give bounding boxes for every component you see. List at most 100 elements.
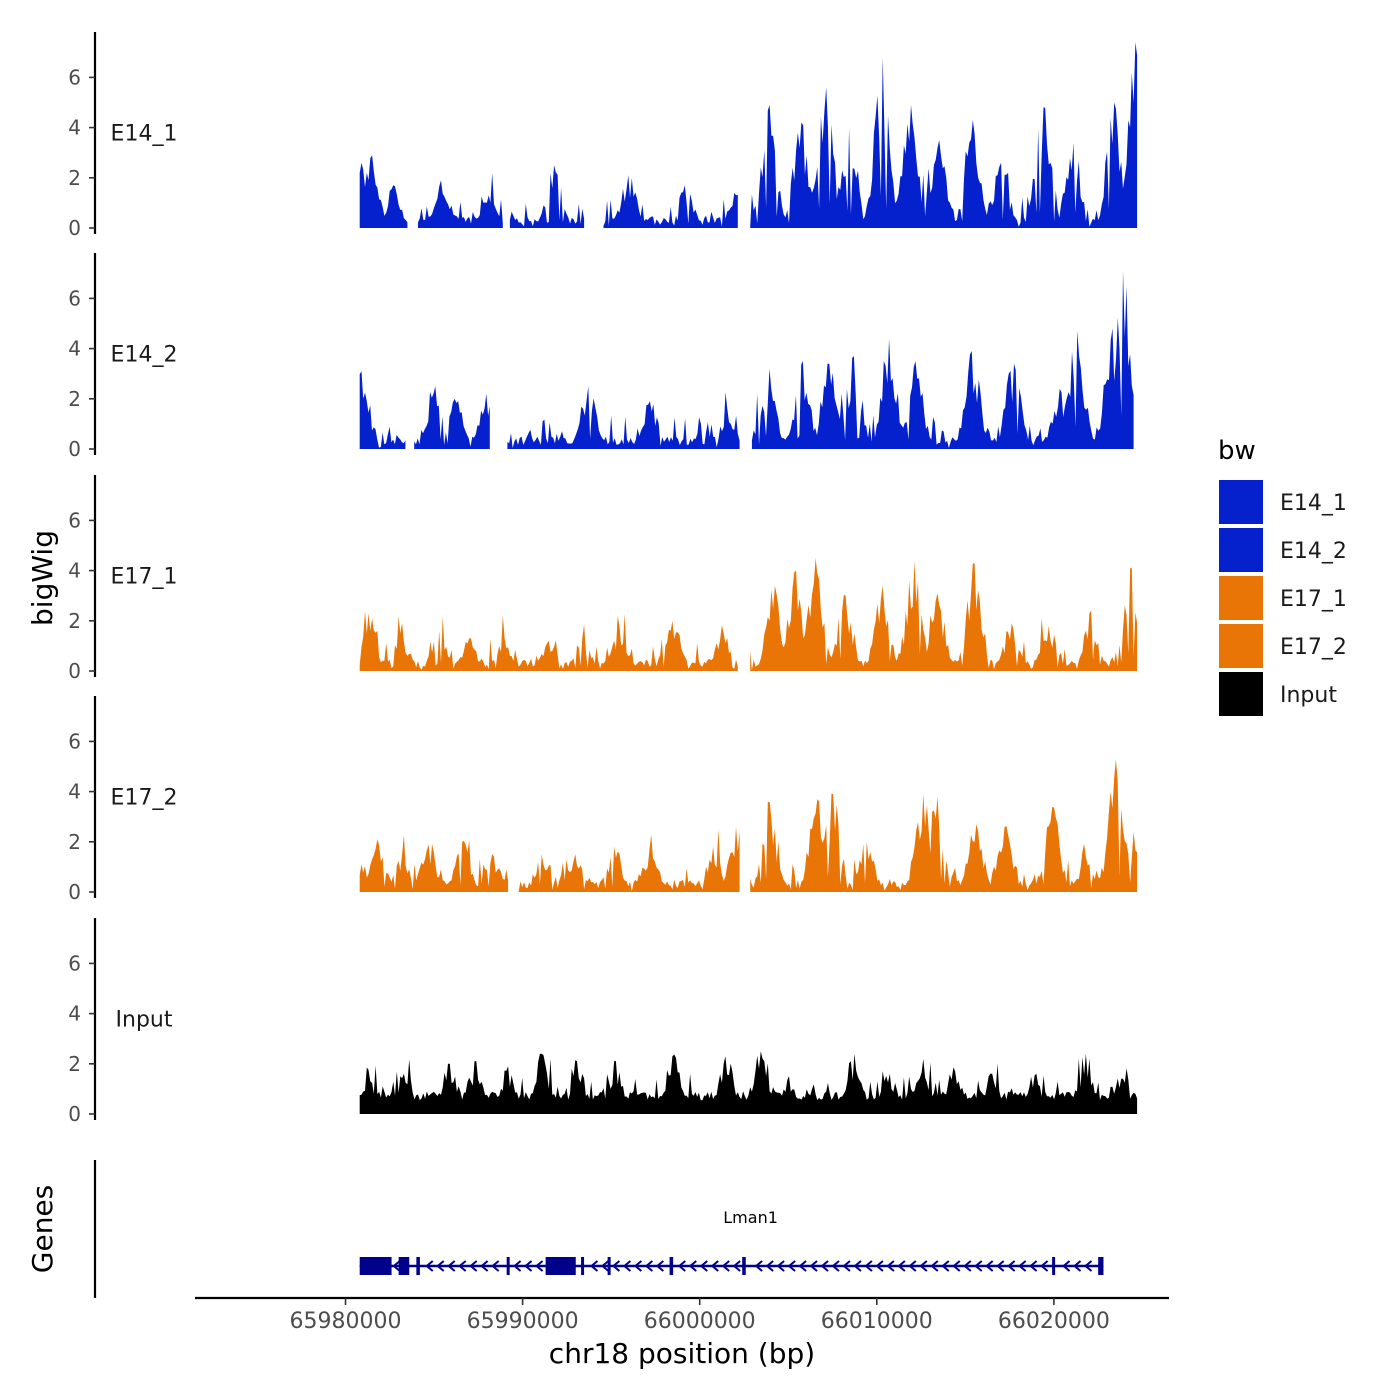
signal-area	[359, 835, 509, 892]
legend-item-e17-2: E17_2	[1219, 624, 1347, 668]
y-tick-label: 4	[68, 116, 81, 140]
gene-name-label: Lman1	[723, 1208, 778, 1227]
signal-area	[418, 173, 503, 228]
x-tick-label: 66010000	[821, 1309, 933, 1334]
track-e14-2: 0 2 4 6 E14_2	[68, 253, 1134, 461]
legend-item-e14-1: E14_1	[1219, 480, 1347, 524]
strand-arrow	[798, 1260, 807, 1272]
legend-label: E17_2	[1280, 635, 1347, 660]
track-input: 0 2 4 6 Input	[68, 918, 1138, 1126]
strand-arrow	[952, 1260, 961, 1272]
y-tick-label: 0	[68, 659, 81, 683]
strand-arrow	[776, 1260, 785, 1272]
track-label: E17_2	[111, 786, 178, 811]
y-tick-label: 0	[68, 437, 81, 461]
signal-area	[359, 155, 408, 228]
track-e14-1: 0 2 4 6 E14_1	[68, 32, 1138, 240]
strand-arrow	[721, 1260, 730, 1272]
strand-arrow	[622, 1260, 632, 1272]
strand-arrow	[677, 1260, 686, 1272]
y-tick-label: 6	[68, 65, 81, 89]
gene-track: Lman1	[93, 1160, 1104, 1298]
strand-arrow	[1072, 1260, 1082, 1272]
strand-arrow	[985, 1260, 994, 1272]
strand-arrow	[458, 1260, 467, 1272]
strand-arrow	[787, 1260, 796, 1272]
legend-item-input: Input	[1219, 672, 1337, 716]
strand-arrow	[842, 1260, 851, 1272]
track-label: E17_1	[111, 565, 178, 590]
y-tick-label: 4	[68, 780, 81, 804]
genes-track-title: Genes	[26, 1185, 59, 1273]
strand-arrow	[809, 1260, 818, 1272]
strand-arrow	[633, 1260, 643, 1272]
x-tick-label: 65980000	[290, 1309, 402, 1334]
signal-area	[359, 371, 406, 449]
strand-arrow	[644, 1260, 653, 1272]
strand-arrow	[392, 1260, 401, 1272]
y-tick-label: 4	[68, 559, 81, 583]
strand-arrow	[897, 1260, 906, 1272]
legend-swatch	[1219, 480, 1263, 524]
y-tick-label: 6	[68, 508, 81, 532]
strand-arrow	[710, 1260, 719, 1272]
legend-swatch	[1219, 672, 1263, 716]
signal-area	[751, 270, 1134, 449]
strand-arrow	[1083, 1260, 1093, 1272]
strand-arrow	[941, 1260, 950, 1272]
gene-exon	[581, 1257, 585, 1275]
gene-exon	[506, 1257, 510, 1275]
x-axis-title: chr18 position (bp)	[549, 1337, 815, 1370]
legend-items: E14_1 E14_2 E17_1 E17_2 Input	[1219, 480, 1347, 716]
x-axis: 65980000 65990000 66000000 66010000 66020000	[195, 1296, 1169, 1334]
signal-area	[518, 826, 740, 892]
strand-arrow	[1018, 1260, 1027, 1272]
track-label: Input	[116, 1008, 173, 1033]
strand-arrow	[436, 1260, 445, 1272]
signal-area	[750, 759, 1138, 892]
legend-label: E14_2	[1280, 539, 1347, 564]
x-tick-label: 66000000	[644, 1309, 756, 1334]
strand-arrow	[754, 1260, 763, 1272]
strand-arrow	[589, 1260, 599, 1272]
strand-arrow	[447, 1260, 456, 1272]
strand-arrow	[600, 1260, 610, 1272]
gene-exon	[607, 1257, 611, 1275]
strand-arrow	[908, 1260, 917, 1272]
gene-exon	[1098, 1257, 1104, 1275]
strand-arrow	[469, 1260, 478, 1272]
signal-area	[603, 175, 738, 228]
strand-arrow	[1029, 1260, 1038, 1272]
strand-arrow	[513, 1260, 522, 1272]
y-tick-label: 0	[68, 216, 81, 240]
y-tick-label: 2	[68, 830, 81, 854]
strand-arrow	[886, 1260, 895, 1272]
strand-arrow	[1007, 1260, 1016, 1272]
y-tick-label: 2	[68, 166, 81, 190]
gene-exon	[545, 1257, 576, 1275]
y-tick-label: 6	[68, 729, 81, 753]
strand-arrow	[963, 1260, 972, 1272]
strand-arrow	[1040, 1260, 1049, 1272]
signal-area	[359, 1051, 1138, 1114]
y-tick-label: 2	[68, 387, 81, 411]
strand-arrow	[655, 1260, 664, 1272]
y-axis-title: bigWig	[26, 530, 59, 626]
y-tick-label: 2	[68, 1052, 81, 1076]
strand-arrow	[491, 1260, 500, 1272]
y-tick-label: 6	[68, 286, 81, 310]
track-label: E14_2	[111, 343, 178, 368]
legend-item-e17-1: E17_1	[1219, 576, 1347, 620]
strand-arrow	[1062, 1260, 1071, 1272]
y-tick-label: 2	[68, 609, 81, 633]
strand-arrow	[864, 1260, 873, 1272]
y-tick-label: 6	[68, 951, 81, 975]
y-tick-label: 4	[68, 337, 81, 361]
strand-arrow	[534, 1260, 544, 1272]
track-e17-2: 0 2 4 6 E17_2	[68, 696, 1138, 904]
legend-swatch	[1219, 528, 1263, 572]
signal-area	[359, 611, 738, 671]
legend-swatch	[1219, 576, 1263, 620]
signal-area	[750, 558, 1138, 671]
